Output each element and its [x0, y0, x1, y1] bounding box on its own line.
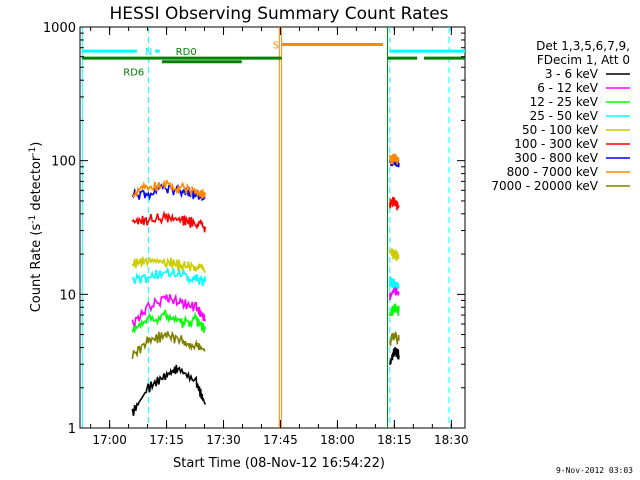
y-tick-label: 100 [51, 155, 76, 170]
plot-frame [79, 26, 466, 429]
x-tick-label: 17:00 [92, 433, 127, 447]
x-tick-label: 18:15 [377, 433, 412, 447]
x-tick-label: 18:00 [320, 433, 355, 447]
x-tick-label: 17:15 [149, 433, 184, 447]
x-axis-label: Start Time (08-Nov-12 16:54:22) [173, 456, 385, 471]
legend-header-line-1: Det 1,3,5,6,7,9, [536, 39, 630, 53]
y-label-mid: detector [29, 155, 44, 215]
y-label-end: ) [29, 142, 44, 147]
series-line-5-segment-0 [131, 210, 207, 233]
series-line-3-segment-0 [131, 267, 207, 287]
footer-date: 9-Nov-2012 03:03 [556, 466, 633, 475]
series-line-3-segment-1 [389, 276, 400, 290]
legend-label: 50 - 100 keV [522, 123, 599, 137]
series-line-2-segment-1 [389, 303, 400, 317]
legend-label: 7000 - 20000 keV [491, 179, 598, 193]
y-label-main: Count Rate (s [29, 224, 44, 313]
legend-label: 800 - 7000 keV [507, 165, 599, 179]
series-line-8-segment-1 [389, 331, 400, 346]
axis-layer: 17:00 17:15 17:30 17:45 18:00 18:15 18:30 1 10 10… [43, 21, 469, 447]
series-line-0-segment-0 [131, 364, 207, 416]
night-flag-label: N [145, 47, 152, 58]
y-label-sup2: -1 [28, 147, 38, 156]
series-line-7-segment-0 [131, 179, 207, 200]
y-tick-label: 1000 [43, 21, 76, 36]
legend-label: 12 - 25 keV [530, 95, 599, 109]
legend-label: 3 - 6 keV [545, 67, 599, 81]
series-line-5-segment-1 [389, 196, 400, 211]
legend-label: 25 - 50 keV [530, 109, 599, 123]
series-line-1-segment-0 [131, 293, 207, 330]
legend-label: 300 - 800 keV [514, 151, 598, 165]
series-line-2-segment-0 [131, 309, 207, 335]
y-tick-label: 1 [68, 422, 76, 437]
series-line-7-segment-1 [389, 153, 400, 165]
legend-label: 6 - 12 keV [537, 81, 599, 95]
x-tick-label: 18:30 [434, 433, 469, 447]
series-line-0-segment-1 [389, 347, 400, 366]
y-axis-label: Count Rate (s-1 detector-1) [28, 142, 44, 313]
x-tick-label: 17:30 [206, 433, 241, 447]
saa-flag-label: S [273, 40, 279, 51]
series-line-8-segment-0 [131, 330, 206, 360]
legend: Det 1,3,5,6,7,9, FDecim 1, Att 0 3 - 6 k… [491, 39, 630, 193]
rd6-flag-label: RD6 [123, 68, 144, 79]
x-tick-label: 17:45 [263, 433, 298, 447]
legend-label: 100 - 300 keV [514, 137, 598, 151]
y-label-sup1: -1 [28, 215, 38, 224]
series-line-4-segment-1 [389, 248, 400, 261]
legend-header-line-2: FDecim 1, Att 0 [537, 53, 630, 67]
rd0-flag-label: RD0 [176, 47, 197, 58]
chart-title: HESSI Observing Summary Count Rates [109, 4, 448, 24]
series-line-4-segment-0 [131, 256, 206, 274]
y-tick-label: 10 [59, 288, 76, 303]
series-layer [131, 153, 400, 416]
